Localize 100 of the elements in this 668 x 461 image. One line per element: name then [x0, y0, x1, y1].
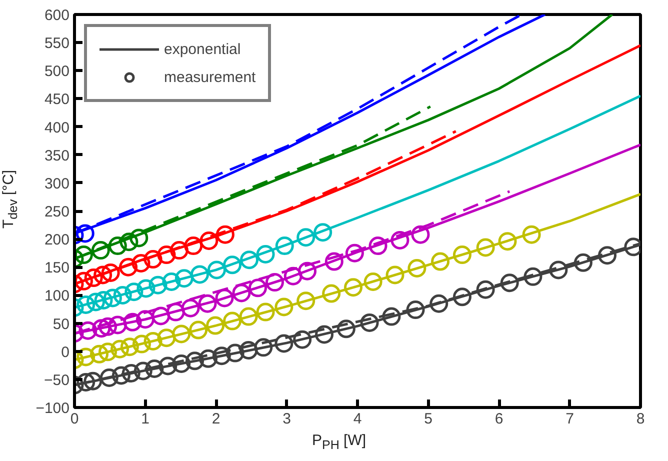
- point: [452, 246, 472, 264]
- point: [108, 316, 127, 334]
- point: [136, 279, 156, 298]
- point: [76, 296, 96, 314]
- point: [411, 225, 430, 244]
- y-tick-label: 250: [44, 204, 70, 220]
- point: [431, 252, 450, 271]
- point: [476, 238, 495, 257]
- point: [223, 256, 242, 274]
- point: [76, 348, 96, 366]
- point: [98, 342, 118, 362]
- x-tick-label: 3: [282, 410, 291, 428]
- point: [265, 273, 284, 292]
- point: [84, 372, 102, 390]
- point: [498, 232, 517, 251]
- y-tick-label: 400: [44, 119, 70, 136]
- point: [200, 232, 218, 250]
- point: [157, 246, 176, 264]
- point: [157, 328, 176, 348]
- y-tick-label: 0: [61, 344, 70, 361]
- point: [549, 260, 568, 280]
- point: [360, 313, 379, 332]
- point: [430, 294, 448, 313]
- x-tick-label: 1: [141, 410, 150, 428]
- y-tick-label: 200: [44, 232, 70, 249]
- point: [476, 280, 495, 299]
- point: [452, 288, 472, 306]
- point: [100, 368, 118, 387]
- point: [123, 312, 142, 332]
- point: [256, 244, 275, 264]
- point: [166, 302, 185, 322]
- point: [314, 223, 332, 242]
- point: [207, 260, 226, 280]
- point: [172, 324, 191, 344]
- point: [284, 266, 302, 286]
- point: [254, 338, 273, 357]
- point: [120, 232, 138, 252]
- y-tick-label: 550: [44, 35, 70, 52]
- point: [158, 356, 178, 376]
- point: [90, 344, 109, 364]
- point: [124, 282, 144, 302]
- point: [322, 284, 341, 303]
- point: [110, 340, 130, 358]
- y-tick-label: 300: [44, 175, 70, 192]
- point: [113, 286, 132, 304]
- point: [324, 252, 344, 271]
- point: [382, 307, 401, 326]
- point: [198, 294, 217, 313]
- legend-label: exponential: [164, 40, 241, 58]
- point: [344, 278, 363, 297]
- point: [112, 366, 130, 385]
- point: [386, 266, 404, 284]
- point: [239, 341, 258, 360]
- point: [189, 320, 208, 340]
- point: [119, 258, 138, 276]
- point: [170, 241, 188, 260]
- x-axis-title: P$_{PH}$ [W]: [310, 432, 368, 452]
- point: [174, 269, 194, 288]
- point: [108, 236, 127, 256]
- point: [408, 259, 426, 278]
- y-tick-label: 100: [44, 288, 70, 305]
- point: [186, 352, 204, 370]
- point: [500, 274, 519, 292]
- point: [78, 321, 98, 340]
- y-tick-label: 450: [44, 91, 70, 108]
- y-tick-label: 500: [44, 63, 70, 80]
- point: [132, 254, 150, 272]
- point: [103, 288, 122, 308]
- x-tick-label: 5: [424, 410, 432, 428]
- point: [215, 288, 234, 308]
- x-tick-label: 2: [212, 410, 220, 428]
- point: [130, 228, 148, 248]
- point: [76, 373, 96, 392]
- legend-label: measurement: [164, 68, 256, 86]
- point: [212, 346, 231, 366]
- point: [198, 349, 218, 368]
- point: [101, 264, 120, 282]
- y-tick-label: 350: [44, 147, 70, 164]
- point: [574, 253, 592, 272]
- point: [274, 334, 294, 353]
- point: [98, 317, 118, 336]
- point: [145, 360, 164, 378]
- point: [162, 272, 181, 291]
- point: [144, 332, 162, 350]
- point: [293, 330, 312, 349]
- point: [184, 236, 203, 256]
- y-tick-label: −50: [44, 372, 70, 389]
- point: [206, 316, 225, 335]
- point: [122, 364, 140, 382]
- point: [223, 312, 242, 330]
- point: [216, 225, 234, 244]
- point: [84, 268, 103, 288]
- point: [390, 230, 410, 250]
- point: [226, 344, 244, 362]
- point: [336, 320, 356, 338]
- point: [86, 292, 105, 312]
- point: [94, 291, 113, 310]
- y-tick-label: 600: [44, 7, 70, 24]
- point: [522, 225, 541, 244]
- point: [296, 292, 316, 310]
